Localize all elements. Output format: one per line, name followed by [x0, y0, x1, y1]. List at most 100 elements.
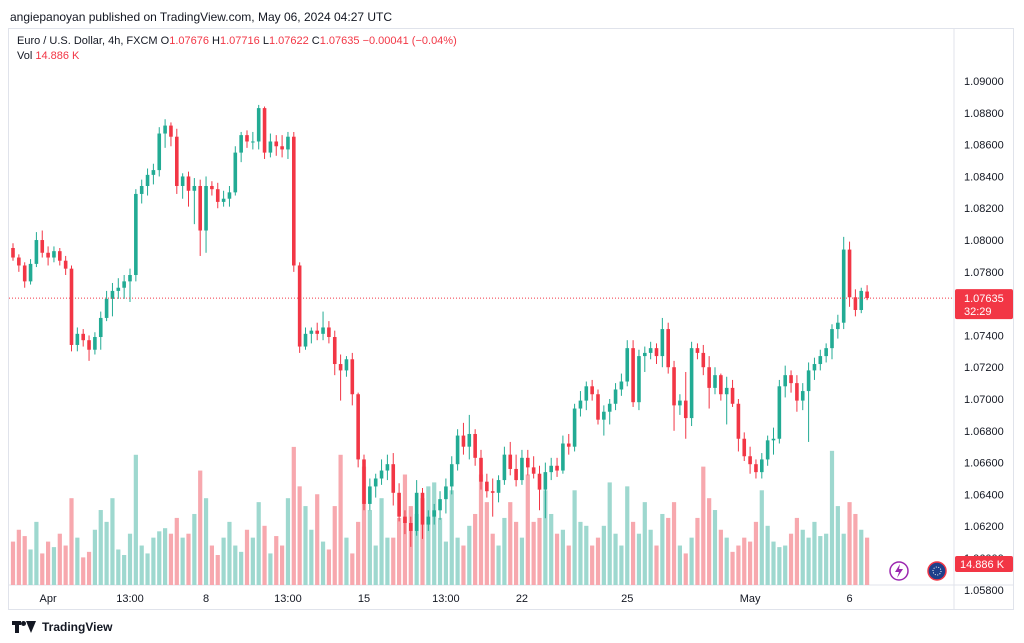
candle-body: [151, 170, 156, 175]
volume-bar: [391, 537, 396, 585]
candle: [116, 278, 121, 299]
candle: [379, 459, 384, 485]
volume-bar: [110, 498, 115, 585]
x-tick-label: 13:00: [432, 593, 460, 605]
lightning-icon: [889, 561, 909, 581]
volume-legend: Vol 14.886 K: [17, 50, 80, 62]
candle-body: [444, 486, 448, 500]
candle-body: [853, 297, 858, 310]
volume-bar: [847, 502, 852, 585]
candle-body: [683, 400, 688, 419]
volume-bar: [10, 541, 16, 585]
candle: [315, 322, 319, 341]
candle: [555, 457, 559, 477]
candle: [549, 457, 553, 481]
candle: [321, 311, 325, 341]
candle: [414, 480, 419, 536]
candle: [783, 365, 787, 398]
candle: [180, 173, 185, 199]
x-tick-label: 8: [203, 593, 209, 605]
volume-bar: [397, 517, 402, 585]
candle: [274, 135, 279, 156]
y-tick-label: 1.07000: [964, 394, 1004, 406]
volume-bar: [829, 450, 835, 585]
candle-body: [40, 240, 45, 253]
volume-bar: [537, 517, 542, 585]
volume-bar: [75, 537, 80, 585]
candle: [426, 510, 431, 531]
candle-body: [713, 375, 717, 388]
candle: [777, 379, 782, 444]
candle: [724, 376, 729, 425]
y-tick-label: 1.08200: [964, 203, 1004, 215]
y-tick-label: 1.09000: [964, 76, 1004, 88]
candle: [713, 367, 717, 395]
candle: [397, 483, 401, 522]
candle: [373, 473, 378, 498]
volume-bar: [742, 537, 747, 585]
candle-body: [192, 185, 197, 191]
candle: [830, 324, 834, 360]
price-chart[interactable]: 1.09000 1.08800 1.08600 1.08400 1.08200 1.080…: [9, 29, 1013, 609]
candle: [514, 454, 518, 487]
candle-body: [215, 189, 220, 202]
candle-body: [379, 470, 384, 479]
volume-bar: [496, 545, 501, 585]
candle-body: [859, 290, 864, 310]
volume-bar: [613, 533, 618, 585]
footer-brand: TradingView: [42, 620, 113, 634]
candle-body: [865, 291, 869, 299]
candle: [157, 127, 162, 177]
candle: [17, 254, 21, 272]
volume-bar: [244, 529, 250, 585]
volume-bar: [490, 533, 495, 585]
volume-bar: [315, 494, 320, 585]
candle: [719, 373, 723, 401]
candle: [40, 230, 45, 258]
y-tick-label: 1.06600: [964, 458, 1004, 470]
volume-bar: [865, 537, 870, 585]
volume-bar: [543, 490, 548, 585]
y-tick-label: 1.08800: [964, 108, 1004, 120]
candle-body: [420, 492, 425, 525]
volume-bar: [432, 482, 437, 585]
volume-bar: [800, 529, 805, 585]
volume-bar: [549, 513, 554, 585]
x-tick-label: 13:00: [116, 593, 144, 605]
candle-body: [566, 443, 571, 447]
volume-bar: [572, 490, 577, 585]
candle: [11, 243, 15, 261]
candle-body: [204, 185, 208, 231]
candle: [175, 128, 179, 194]
candle-body: [765, 440, 770, 460]
candle-body: [344, 359, 349, 371]
candle-body: [128, 275, 132, 282]
volume-tag-label: 14.886 K: [960, 559, 1005, 571]
volume-bar: [233, 545, 238, 585]
candle-body: [210, 185, 214, 190]
candle-body: [110, 290, 115, 299]
candle-body: [485, 481, 489, 492]
candle: [485, 473, 489, 498]
candle-body: [467, 433, 472, 447]
candle: [479, 449, 483, 490]
volume-tag: [955, 556, 1013, 572]
volume-bar: [361, 466, 367, 585]
candle: [134, 189, 138, 282]
candle: [760, 453, 764, 479]
candle-body: [818, 356, 823, 365]
candle-body: [736, 403, 741, 439]
candle-body: [414, 492, 419, 531]
candle-body: [625, 348, 630, 382]
candle-body: [426, 516, 431, 525]
candle-body: [350, 359, 355, 395]
volume-bar: [812, 521, 817, 585]
volume-bar: [748, 541, 753, 585]
volume-bar: [86, 551, 92, 585]
candle: [444, 478, 448, 514]
candle: [251, 131, 255, 150]
volume-bar: [765, 525, 770, 585]
candle: [660, 317, 665, 368]
volume-bar: [677, 545, 682, 585]
globe-icon-ring: [927, 561, 947, 581]
